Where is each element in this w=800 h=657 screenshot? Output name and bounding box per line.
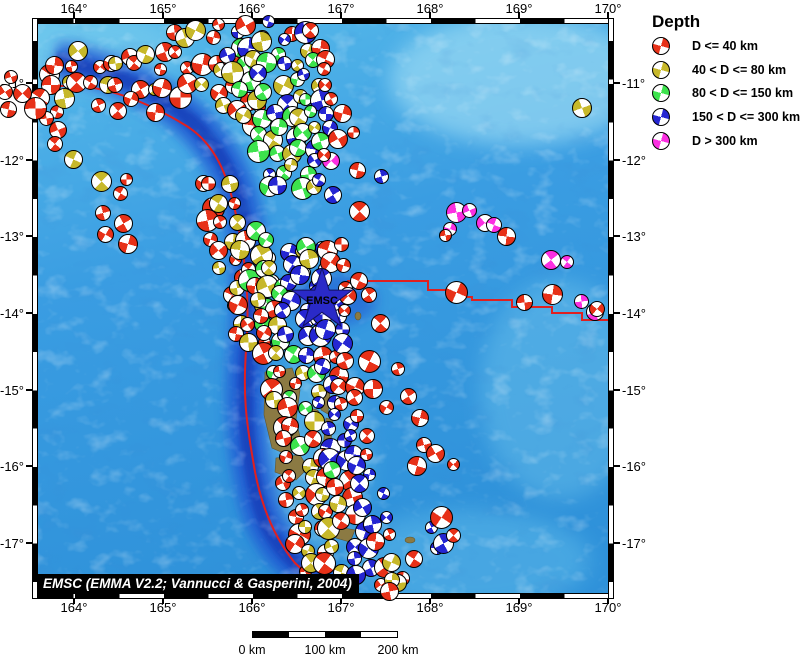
lat-tick-right <box>613 388 620 391</box>
lat-tick-label-right: -13° <box>622 229 646 245</box>
lat-tick-left <box>26 312 33 314</box>
lat-tick-label-right: -16° <box>622 459 646 475</box>
lat-tick-right <box>613 235 620 238</box>
lon-tick-label-top: 165° <box>149 1 177 16</box>
frame-left <box>32 18 38 599</box>
lon-tick-label-top: 168° <box>416 1 444 16</box>
lat-tick-right <box>613 542 620 545</box>
lon-tick-label-bottom: 168° <box>416 600 444 615</box>
legend-item-label: 150 < D <= 300 km <box>692 110 800 125</box>
frame-top <box>32 18 614 24</box>
lon-tick-bottom <box>429 598 431 604</box>
lat-tick-left <box>26 235 33 238</box>
lon-tick-top <box>607 12 609 19</box>
lon-tick-label-bottom: 165° <box>149 600 177 615</box>
lat-tick-left <box>26 465 33 468</box>
legend-title: Depth <box>652 12 701 31</box>
lat-tick-left <box>26 82 33 84</box>
legend-item: D <= 40 km <box>640 37 800 57</box>
scale-bar-label: 100 km <box>304 643 346 657</box>
lon-tick-label-bottom: 170° <box>594 600 622 615</box>
lon-tick-bottom <box>607 598 609 604</box>
lat-tick-label-left: -17° <box>0 536 24 552</box>
lon-tick-top <box>518 12 520 19</box>
legend-item: 80 < D <= 150 km <box>640 84 800 104</box>
lat-tick-label-right: -15° <box>622 382 646 398</box>
lat-tick-label-left: -12° <box>0 152 24 168</box>
lat-tick-label-left: -11° <box>0 76 24 91</box>
legend-beachball-icon <box>652 108 670 127</box>
lat-tick-label-right: -17° <box>622 536 646 552</box>
legend-item-label: D <= 40 km <box>692 39 759 53</box>
lat-tick-label-right: -14° <box>622 306 646 321</box>
scale-bar-label: 200 km <box>377 643 419 657</box>
lat-tick-right <box>613 465 620 468</box>
lon-tick-label-top: 167° <box>327 1 355 16</box>
lat-tick-label-left: -13° <box>0 229 24 245</box>
lat-tick-label-right: -11° <box>622 76 646 91</box>
legend-item-label: 40 < D <= 80 km <box>692 62 787 77</box>
lon-tick-top <box>340 12 342 19</box>
scale-bar <box>252 631 398 638</box>
lon-tick-top <box>73 12 75 19</box>
legend-item-label: 80 < D <= 150 km <box>692 86 794 101</box>
lon-tick-top <box>162 12 164 19</box>
lon-tick-label-bottom: 164° <box>60 600 88 615</box>
lon-tick-top <box>429 12 431 19</box>
lon-tick-bottom <box>162 598 164 604</box>
legend-item: 40 < D <= 80 km <box>640 60 800 81</box>
lat-tick-left <box>26 158 33 161</box>
scale-bar-label: 0 km <box>238 643 266 657</box>
beachball-r <box>0 100 17 118</box>
lat-tick-label-left: -14° <box>0 306 24 321</box>
legend-item: 150 < D <= 300 km <box>640 108 800 128</box>
lat-tick-right <box>613 312 620 314</box>
lat-tick-label-right: -12° <box>622 152 646 168</box>
legend-beachball-icon <box>652 37 670 55</box>
legend-item-label: D > 300 km <box>692 133 758 148</box>
lon-tick-bottom <box>518 598 520 604</box>
lat-tick-label-left: -15° <box>0 382 24 398</box>
lon-tick-label-bottom: 167° <box>327 600 355 615</box>
lon-tick-label-top: 166° <box>238 1 266 16</box>
lon-tick-label-bottom: 169° <box>505 600 533 615</box>
lat-tick-right <box>613 158 620 161</box>
lat-tick-left <box>26 542 33 545</box>
lat-tick-right <box>613 82 620 84</box>
attribution-box: EMSC (EMMA V2.2; Vannucci & Gasperini, 2… <box>38 574 359 594</box>
legend-beachball-icon <box>652 60 670 79</box>
lon-tick-label-top: 164° <box>60 1 88 16</box>
lon-tick-bottom <box>340 598 342 604</box>
plate-boundary-stepped-line <box>347 280 608 321</box>
lon-tick-label-bottom: 166° <box>238 600 266 615</box>
frame-right <box>608 18 614 599</box>
legend-item: D > 300 km <box>640 131 800 152</box>
lon-tick-bottom <box>73 598 75 604</box>
lon-tick-label-top: 169° <box>505 1 533 16</box>
lat-tick-left <box>26 388 33 391</box>
lon-tick-bottom <box>251 598 253 604</box>
legend-beachball-icon <box>652 84 670 103</box>
legend-beachball-icon <box>652 131 670 150</box>
lon-tick-label-top: 170° <box>594 1 622 16</box>
lat-tick-label-left: -16° <box>0 459 24 475</box>
map-canvas <box>38 24 608 593</box>
